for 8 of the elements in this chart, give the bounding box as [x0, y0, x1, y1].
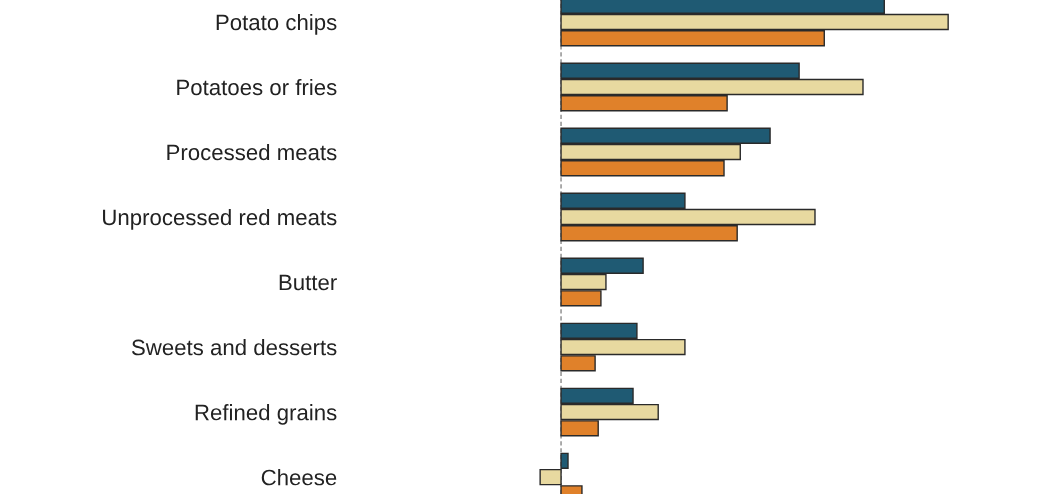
y-tick-label: Processed meats [167, 143, 337, 161]
y-tick-label: Cheese [261, 469, 337, 486]
y-tick-label: Butter [279, 274, 337, 291]
y-tick-label: Potato chips [216, 13, 337, 35]
y-tick-label: Unprocessed red meats [103, 208, 337, 230]
y-tick-label: Refined grains [195, 404, 337, 425]
y-tick-label: Potatoes or fries [177, 78, 337, 96]
y-tick-label: Sweets and desserts [131, 339, 337, 356]
